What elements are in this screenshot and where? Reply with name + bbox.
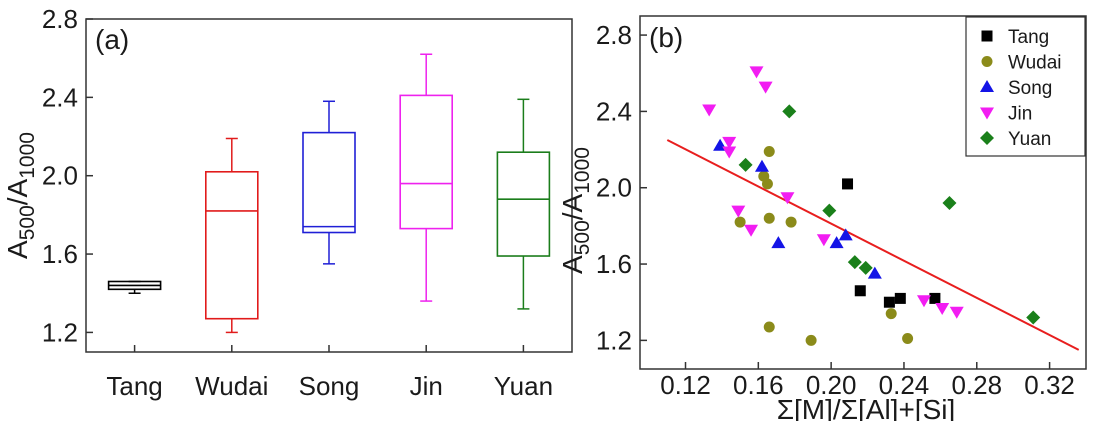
point-jin <box>722 146 737 159</box>
point-yuan <box>738 157 753 172</box>
box-wudai <box>205 137 259 334</box>
point-jin <box>758 81 773 94</box>
panel-a: 1.2 1.6 2.0 2.4 2.8 Tang Wudai Song Jin Yuan (a) A5… <box>2 4 573 401</box>
point-jin <box>916 295 931 308</box>
box-body <box>302 131 356 234</box>
point-song <box>867 266 882 279</box>
x-tick-label: Song <box>299 371 360 401</box>
point-jin <box>702 104 717 117</box>
point-tang <box>883 296 895 308</box>
y-tick-label: 1.6 <box>596 249 632 279</box>
y-tick-label: 1.6 <box>42 239 78 269</box>
x-tick-label: 0.32 <box>1024 370 1075 400</box>
box-body <box>205 170 259 320</box>
point-jin <box>749 66 764 79</box>
x-tick-label: 0.28 <box>951 370 1002 400</box>
point-wudai <box>734 216 746 228</box>
x-tick-label: 0.12 <box>660 370 711 400</box>
x-tick-label: 0.16 <box>733 370 784 400</box>
y-tick-label: 1.2 <box>42 317 78 347</box>
legend-marker-song <box>980 80 994 92</box>
point-song <box>838 228 853 241</box>
point-tang <box>842 178 854 190</box>
y-tick-label: 1.2 <box>596 325 632 355</box>
series-wudai <box>734 145 914 346</box>
legend-marker-jin <box>980 107 994 120</box>
point-jin <box>731 205 746 218</box>
legend-label-wudai: Wudai <box>1008 53 1062 74</box>
point-jin <box>949 306 964 319</box>
y-tick-label: 2.4 <box>596 96 632 126</box>
point-yuan <box>1026 310 1041 325</box>
point-jin <box>722 136 737 149</box>
point-yuan <box>847 255 862 270</box>
box-yuan <box>496 98 551 310</box>
x-tick-label: Wudai <box>195 371 268 401</box>
series-yuan <box>738 104 1041 325</box>
box-jin <box>399 53 454 302</box>
series-song <box>713 138 882 279</box>
x-tick-label: Jin <box>410 371 443 401</box>
legend-label-song: Song <box>1008 78 1052 99</box>
box-body <box>496 151 551 257</box>
x-axis-label: Σ[M]/Σ[Al]+[Si] <box>777 394 956 421</box>
series-tang <box>842 178 941 308</box>
point-jin <box>780 192 795 205</box>
box-tang <box>107 280 162 294</box>
point-wudai <box>805 334 817 346</box>
point-wudai <box>761 178 773 190</box>
point-jin <box>935 302 950 315</box>
y-tick-label: 2.4 <box>42 82 78 112</box>
legend-label-jin: Jin <box>1008 104 1032 125</box>
point-song <box>829 236 844 249</box>
point-wudai <box>902 332 914 344</box>
y-tick-label: 2.8 <box>596 20 632 50</box>
legend-marker-wudai <box>981 56 993 67</box>
point-jin <box>816 234 831 247</box>
x-tick-label: 0.20 <box>806 370 857 400</box>
box-body <box>399 94 454 230</box>
plot-frame <box>639 15 1087 370</box>
legend-marker-tang <box>981 30 993 42</box>
x-tick-label: 0.24 <box>879 370 930 400</box>
y-tick-label: 2.0 <box>596 173 632 203</box>
legend-label-yuan: Yuan <box>1008 129 1051 150</box>
point-tang <box>929 292 941 304</box>
point-yuan <box>822 203 837 218</box>
point-yuan <box>782 104 797 119</box>
panel-b: 1.2 1.6 2.0 2.4 2.8 0.12 0.16 0.20 0.24 0.28 0.32 T… <box>557 15 1087 421</box>
y-tick-label: 2.8 <box>42 4 78 34</box>
point-wudai <box>763 321 775 333</box>
panel-label-a: (a) <box>95 24 129 55</box>
point-wudai <box>785 216 797 228</box>
y-tick-label: 2.0 <box>42 161 78 191</box>
point-wudai <box>885 308 897 320</box>
point-jin <box>744 224 759 237</box>
point-wudai <box>763 145 775 157</box>
legend-label-tang: Tang <box>1008 27 1049 48</box>
point-wudai <box>763 212 775 224</box>
point-tang <box>854 285 866 297</box>
point-song <box>771 236 786 249</box>
point-song <box>754 159 769 172</box>
point-yuan <box>942 195 957 210</box>
x-tick-label: Tang <box>106 371 162 401</box>
y-axis-label: A500/A1000 <box>557 147 594 274</box>
fit-line <box>666 139 1080 351</box>
point-tang <box>894 292 906 304</box>
box-song <box>302 100 356 265</box>
legend: Tang Wudai Song Jin Yuan <box>965 16 1086 157</box>
legend-marker-yuan <box>980 131 994 145</box>
y-axis-label: A500/A1000 <box>2 132 39 259</box>
point-yuan <box>858 260 873 275</box>
panel-label-b: (b) <box>649 22 683 53</box>
plot-frame <box>85 18 573 353</box>
series-jin <box>702 66 964 319</box>
x-tick-label: Yuan <box>494 371 553 401</box>
